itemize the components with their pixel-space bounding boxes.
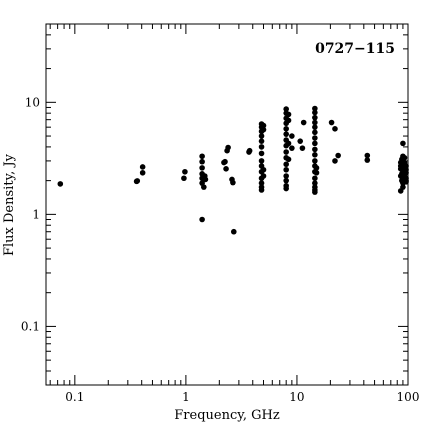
data-point [299,145,306,151]
y-tick-label: 0.1 [21,319,40,333]
data-point [225,144,231,151]
data-point [258,158,265,164]
data-point [230,179,236,186]
data-point [312,140,318,147]
data-point [202,176,209,183]
data-point [258,187,265,193]
data-point [312,105,318,112]
data-point [312,119,318,126]
data-point [283,166,289,173]
data-point [230,228,237,235]
data-point [313,169,320,176]
data-point [201,184,207,190]
data-point [312,180,318,186]
data-point [289,145,295,151]
data-point [199,158,205,165]
x-tick-label: 100 [397,390,420,404]
data-point [258,150,265,157]
data-point [260,126,267,133]
y-tick-label: 1 [32,207,40,221]
data-point [246,147,253,154]
data-points [57,105,409,235]
x-axis-title: Frequency, GHz [174,408,280,423]
y-tick-label: 10 [25,95,40,109]
data-point [285,111,292,118]
x-tick-label: 1 [182,390,190,404]
data-point [260,173,267,179]
data-point [401,154,408,161]
data-point [283,131,289,137]
data-point [283,126,289,132]
data-point [283,161,289,168]
data-point [260,122,267,129]
data-point [181,175,187,182]
data-point [403,169,409,176]
data-point [139,164,146,170]
source-annotation: 0727−115 [315,41,395,57]
data-point [223,166,229,172]
data-point [364,152,371,159]
data-point [312,114,318,121]
x-tick-label: 0.1 [65,390,84,404]
data-point [312,146,318,153]
y-axis-title: Flux Density, Jy [2,153,17,256]
data-point [260,166,267,173]
data-point [300,119,307,126]
data-point [312,109,318,116]
data-point [312,175,318,182]
data-point [285,140,292,147]
data-point [312,135,318,141]
data-point [199,216,205,223]
data-point [199,153,205,160]
data-point [285,117,292,124]
data-point [285,156,292,163]
data-point [182,168,188,175]
data-point [400,184,406,190]
data-point [283,149,289,155]
data-point [283,177,289,184]
data-point [332,158,338,164]
data-point [297,138,304,144]
plot-frame [45,23,409,386]
data-point [312,129,318,136]
data-point [313,165,320,171]
data-point [312,152,318,158]
data-point [283,173,289,179]
data-point [283,106,289,112]
x-tick-label: 10 [289,390,304,404]
data-point [139,169,146,176]
data-point [57,181,64,187]
data-point [258,180,265,186]
data-point [335,152,341,159]
data-point [328,119,335,126]
data-point [312,189,318,195]
data-point [283,185,289,192]
data-point [134,178,141,184]
data-point [289,133,295,139]
data-point [312,124,318,130]
data-point [199,165,205,171]
data-point [258,144,265,150]
data-point [403,179,409,185]
data-point [258,133,265,139]
tick-labels: 0.1 1 10 100 0.1 1 10 [21,95,420,404]
data-point [400,140,406,147]
data-point [364,157,371,163]
data-point [222,158,228,165]
data-point [312,158,318,164]
data-point [332,126,338,132]
data-point [258,138,265,144]
axis-ticks [46,23,409,386]
